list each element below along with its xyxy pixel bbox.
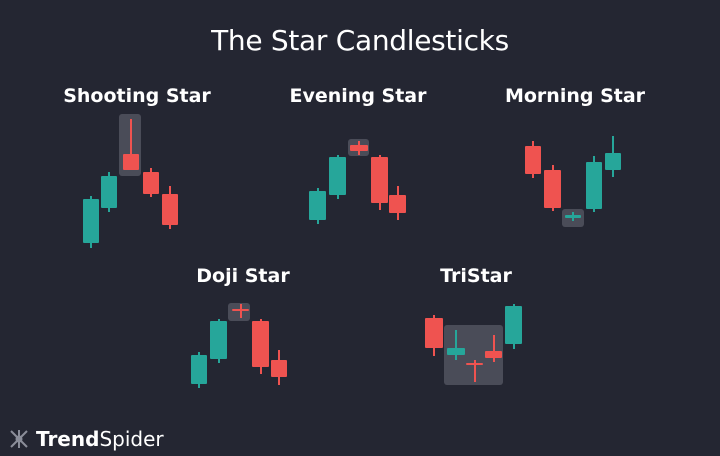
- candle-wick: [492, 335, 495, 362]
- trendspider-logo: TrendSpider: [8, 427, 164, 451]
- bullish-candle: [505, 306, 522, 344]
- logo-text-bold: Trend: [36, 427, 100, 451]
- bullish-candle: [191, 355, 207, 384]
- pattern-label-tristar: TriStar: [440, 265, 512, 287]
- pattern-label-evening-star: Evening Star: [289, 85, 427, 107]
- candle-wick: [455, 330, 457, 360]
- bullish-candle: [447, 348, 465, 355]
- bearish-candle: [389, 195, 406, 213]
- bearish-candle: [371, 157, 388, 203]
- bullish-candle: [586, 162, 602, 209]
- bullish-candle: [101, 176, 117, 208]
- logo-text-regular: Spider: [99, 427, 164, 451]
- bearish-candle: [252, 321, 269, 367]
- bullish-candle: [329, 157, 346, 195]
- bearish-candle: [162, 194, 178, 225]
- bearish-candle: [350, 145, 368, 151]
- bullish-candle: [309, 191, 326, 220]
- page-title: The Star Candlesticks: [211, 24, 509, 57]
- pattern-label-morning-star: Morning Star: [504, 85, 646, 107]
- bullish-candle: [605, 153, 621, 170]
- bearish-candle: [232, 309, 249, 311]
- star-highlight-box: [228, 303, 250, 321]
- bearish-candle: [525, 146, 541, 174]
- bearish-candle: [271, 360, 287, 377]
- bullish-candle: [210, 321, 227, 359]
- bullish-candle: [83, 199, 99, 243]
- candle-wick: [473, 360, 476, 382]
- candle-wick: [239, 304, 242, 318]
- bullish-candle: [565, 215, 581, 218]
- spider-icon: [10, 430, 28, 448]
- bearish-candle: [425, 318, 443, 348]
- pattern-label-doji-star: Doji Star: [196, 265, 290, 287]
- bearish-candle: [466, 363, 483, 365]
- bearish-candle: [143, 172, 159, 194]
- bearish-candle: [123, 154, 139, 170]
- candle-wick: [130, 119, 132, 170]
- pattern-label-shooting-star: Shooting Star: [63, 85, 211, 107]
- bearish-candle: [485, 351, 502, 358]
- bearish-candle: [544, 170, 561, 208]
